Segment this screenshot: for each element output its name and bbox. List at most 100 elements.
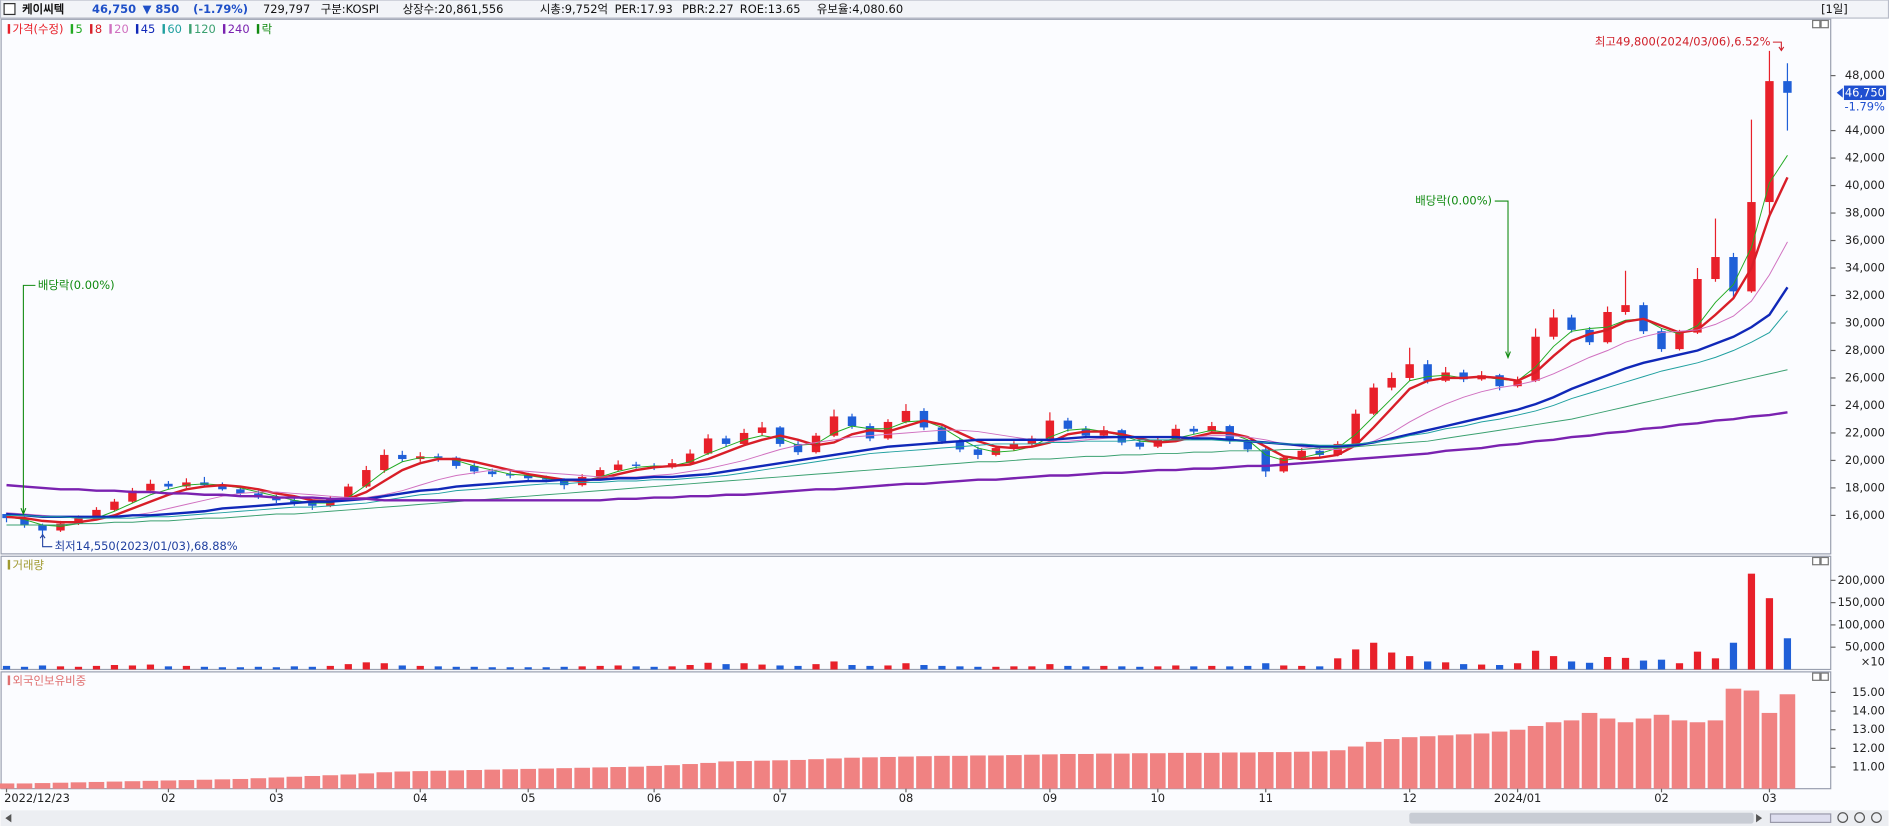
candle-body bbox=[146, 483, 155, 491]
bar bbox=[826, 758, 842, 789]
bar bbox=[1370, 642, 1378, 670]
zoom-slider[interactable] bbox=[1769, 813, 1832, 823]
candle-body bbox=[272, 497, 281, 501]
candle-body bbox=[541, 478, 551, 480]
bar bbox=[610, 767, 626, 789]
bar bbox=[830, 661, 838, 670]
bar bbox=[1442, 662, 1450, 670]
legend-swatch bbox=[7, 559, 11, 570]
panel-button[interactable] bbox=[1812, 672, 1821, 681]
panel-button[interactable] bbox=[1820, 556, 1829, 566]
candle-body bbox=[470, 465, 479, 472]
bar bbox=[74, 666, 83, 670]
bar bbox=[520, 768, 536, 789]
candle-body bbox=[1405, 364, 1414, 378]
candle-body bbox=[1459, 372, 1468, 380]
bar bbox=[1707, 720, 1724, 789]
y-tick-label: 24,000 bbox=[1845, 398, 1885, 412]
price: 46,750 bbox=[92, 2, 136, 16]
current-price-label: 46,750 bbox=[1845, 85, 1885, 99]
candle-body bbox=[110, 501, 119, 510]
bar bbox=[740, 663, 748, 670]
bar bbox=[340, 774, 357, 789]
panel-button[interactable] bbox=[1812, 556, 1821, 566]
bar bbox=[1567, 661, 1576, 670]
bar bbox=[254, 666, 262, 670]
legend-label: 120 bbox=[194, 22, 216, 36]
ma-line bbox=[6, 411, 1788, 502]
bar bbox=[898, 756, 914, 789]
bar bbox=[1639, 660, 1648, 670]
bar bbox=[182, 665, 191, 670]
bar bbox=[808, 759, 824, 789]
bar bbox=[776, 665, 784, 670]
zoom-in[interactable] bbox=[1854, 812, 1866, 823]
legend-swatch bbox=[7, 24, 11, 34]
bar bbox=[1262, 663, 1270, 670]
x-tick-label: 07 bbox=[773, 791, 788, 805]
bar bbox=[322, 775, 339, 789]
bar bbox=[56, 666, 65, 670]
volume: 729,797 bbox=[263, 2, 310, 16]
bar bbox=[574, 767, 590, 789]
market: 구분:KOSPI bbox=[321, 2, 379, 16]
bar bbox=[1132, 753, 1148, 789]
x-tick-label: 11 bbox=[1258, 791, 1273, 805]
candle-body bbox=[236, 489, 245, 494]
bar bbox=[1527, 725, 1544, 789]
current-marker bbox=[1836, 87, 1843, 98]
scroll-left[interactable] bbox=[5, 813, 12, 823]
bar bbox=[1675, 663, 1684, 670]
shares: 상장수:20,861,556 bbox=[403, 2, 504, 16]
period[interactable]: [1일] bbox=[1821, 2, 1848, 16]
bar bbox=[1154, 666, 1162, 670]
scroll-right[interactable] bbox=[1756, 813, 1763, 823]
bar bbox=[1172, 665, 1180, 670]
annotation-arrow bbox=[39, 533, 53, 548]
bar bbox=[1347, 746, 1364, 789]
candle-body bbox=[1189, 428, 1199, 432]
bar bbox=[970, 755, 986, 789]
bar bbox=[1096, 753, 1112, 789]
bar bbox=[592, 767, 608, 789]
candle-body bbox=[1531, 336, 1540, 381]
candle-body bbox=[865, 426, 875, 439]
x-tick-label: 09 bbox=[1043, 791, 1058, 805]
bar bbox=[538, 768, 554, 789]
y-tick-label: 12.00 bbox=[1852, 741, 1885, 755]
bar bbox=[20, 666, 29, 670]
checkbox[interactable] bbox=[3, 3, 16, 16]
bar bbox=[754, 760, 770, 789]
bar bbox=[1599, 718, 1616, 789]
current-change: -1.79% bbox=[1844, 100, 1885, 114]
scroll-thumb[interactable] bbox=[1409, 812, 1754, 824]
bar bbox=[1581, 712, 1598, 789]
panel-button[interactable] bbox=[1820, 672, 1829, 681]
bar bbox=[1010, 666, 1018, 670]
legend-label: 60 bbox=[167, 22, 182, 36]
legend-swatch bbox=[135, 24, 139, 34]
zoom-out[interactable] bbox=[1837, 812, 1849, 823]
bar bbox=[952, 755, 968, 789]
candle-body bbox=[452, 457, 461, 466]
bar bbox=[920, 665, 928, 670]
zoom-reset[interactable] bbox=[1871, 812, 1882, 823]
candle-body bbox=[685, 453, 695, 464]
candle-body bbox=[1765, 81, 1774, 203]
panel-button[interactable] bbox=[1812, 19, 1821, 29]
bar bbox=[1621, 657, 1630, 670]
candle-body bbox=[901, 410, 911, 422]
bar bbox=[92, 665, 101, 670]
bar bbox=[448, 770, 465, 789]
panel-button[interactable] bbox=[1820, 19, 1829, 29]
bar bbox=[866, 665, 874, 670]
annotation: 배당락(0.00%) bbox=[38, 278, 115, 292]
candle-body bbox=[218, 485, 227, 490]
y-tick-label: 150,000 bbox=[1838, 595, 1885, 609]
y-tick-label: 14.00 bbox=[1852, 704, 1885, 718]
candle-body bbox=[1243, 441, 1252, 450]
bar bbox=[844, 757, 860, 789]
y-tick-label: 48,000 bbox=[1845, 68, 1885, 82]
